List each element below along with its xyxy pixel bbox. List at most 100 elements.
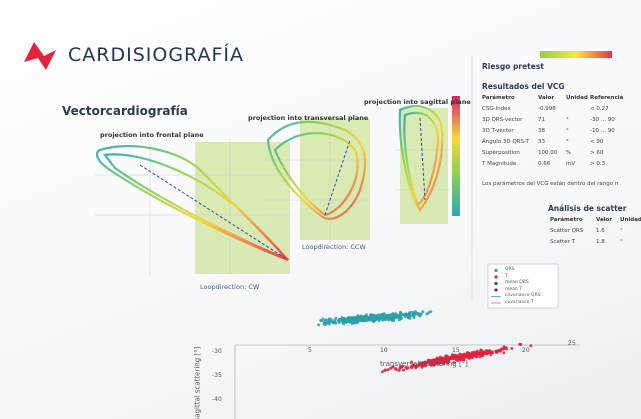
scatter-dot bbox=[510, 346, 514, 350]
scatter-dot bbox=[425, 312, 429, 316]
scatter-dot bbox=[479, 348, 483, 352]
scatter-dot bbox=[429, 363, 433, 367]
scatter-dot bbox=[356, 315, 360, 319]
table-cell: -30 ... 90 bbox=[590, 117, 615, 123]
scatter-dot bbox=[337, 320, 341, 324]
scatter-dot bbox=[497, 349, 501, 353]
table-cell: -0.998 bbox=[538, 106, 556, 112]
scatter-dot bbox=[452, 361, 456, 365]
table-cell: ° bbox=[566, 139, 569, 145]
y-tick-label: -40 bbox=[212, 396, 222, 403]
scatter-dot bbox=[490, 351, 494, 355]
table-cell: < 0.27 bbox=[590, 106, 609, 112]
table-cell: 33 bbox=[538, 139, 545, 145]
scatter-dot bbox=[494, 349, 498, 353]
table-cell: ° bbox=[620, 239, 623, 245]
scatter-dot bbox=[410, 360, 414, 364]
scatter-dot bbox=[327, 322, 331, 326]
scatter-dot bbox=[374, 316, 378, 320]
legend-box bbox=[487, 263, 559, 309]
table-cell: mV bbox=[566, 161, 576, 167]
scatter-dot bbox=[370, 318, 374, 322]
legend-label: mean T bbox=[505, 286, 522, 292]
table-cell: 3D T-vector bbox=[482, 128, 514, 134]
note: Los parámetros del VCG están dentro del … bbox=[482, 181, 619, 187]
scatter-dot bbox=[437, 358, 441, 362]
scatter-dot bbox=[451, 357, 455, 361]
scatter-dot bbox=[505, 347, 509, 351]
y-tick-label: -30 bbox=[212, 348, 222, 355]
scatter-dot bbox=[349, 316, 353, 320]
y-tick-label: -35 bbox=[212, 372, 222, 379]
scatter-dot bbox=[361, 317, 365, 321]
scatter-dot bbox=[386, 368, 390, 372]
scatter-dot bbox=[447, 358, 451, 362]
mean-vectors bbox=[139, 117, 426, 259]
scatter-dot bbox=[383, 368, 387, 372]
table-cell: 100.00 bbox=[538, 150, 558, 156]
scatter-dot bbox=[393, 313, 397, 317]
scatter-dot bbox=[442, 358, 446, 362]
scatter-dot bbox=[529, 344, 533, 348]
x-axis-label: transversal scattering [°] bbox=[380, 360, 468, 368]
scatter-dot bbox=[398, 314, 402, 318]
table-cell: 1.6 bbox=[596, 228, 605, 234]
table-cell: CSG-Index bbox=[482, 106, 511, 112]
scatter-dot bbox=[421, 310, 425, 314]
scatter-dot bbox=[394, 316, 398, 320]
scatter-dot bbox=[501, 347, 505, 351]
scatter-dot bbox=[359, 314, 363, 318]
scatter-dot bbox=[340, 317, 344, 321]
legend-marker bbox=[494, 268, 498, 273]
legend-label: QRS bbox=[505, 267, 515, 272]
scatter-dot bbox=[472, 350, 476, 354]
x-tick-label: 15 bbox=[452, 347, 460, 354]
x-tick-label: 5 bbox=[308, 347, 312, 354]
scatter-dot bbox=[428, 358, 432, 362]
scatter-dot bbox=[397, 318, 401, 322]
scatter-dot bbox=[334, 316, 338, 320]
scatter-frame bbox=[234, 344, 580, 419]
plot-title: projection into frontal plane bbox=[100, 131, 204, 139]
legend-marker bbox=[494, 288, 498, 292]
table-cell: Ángulo 3D QRS-T bbox=[482, 139, 529, 145]
table-cell: Scatter T bbox=[550, 239, 575, 245]
plot-title: projection into sagittal plane bbox=[364, 98, 471, 106]
plot-title: projection into transversal plane bbox=[248, 114, 369, 122]
scatter-dot bbox=[408, 313, 412, 317]
scatter-dot bbox=[471, 354, 475, 358]
vcg-loops bbox=[95, 105, 444, 262]
scatter-dot bbox=[324, 321, 328, 325]
legend-label: covariance T bbox=[505, 299, 534, 305]
scatter-dot bbox=[415, 364, 419, 368]
scatter-dot bbox=[320, 319, 324, 323]
risk-bar bbox=[540, 51, 612, 58]
scatter-dot bbox=[484, 349, 488, 353]
scatter-dot bbox=[344, 320, 348, 324]
table-header: Parámetro bbox=[482, 95, 515, 101]
results-title: Resultados del VCG bbox=[482, 82, 565, 91]
scatter-dot bbox=[405, 366, 409, 370]
loop-direction: Loopdirection: CCW bbox=[302, 243, 366, 251]
plot-area bbox=[300, 118, 370, 240]
scatter-dot bbox=[380, 312, 384, 316]
scatter-dot bbox=[442, 361, 446, 365]
scatter-dot bbox=[317, 323, 321, 327]
section-title: Vectorcardiografía bbox=[62, 104, 188, 118]
loop-direction: Loopdirection: CW bbox=[200, 283, 260, 291]
scatter-dot bbox=[383, 315, 387, 319]
scatter-dot bbox=[333, 320, 337, 324]
y-axis-label: sagittal scattering [°] bbox=[193, 346, 202, 419]
table-header: Valor bbox=[538, 95, 555, 101]
scatter-dot bbox=[459, 358, 463, 362]
scatter-dot bbox=[391, 365, 395, 369]
scatter-dot bbox=[404, 314, 408, 318]
scatter-title: Análisis de scatter bbox=[548, 204, 627, 213]
scatter-dot bbox=[330, 319, 334, 323]
scatter-dot bbox=[502, 345, 506, 349]
scatter-dot bbox=[446, 360, 450, 364]
table-header: Parámetro bbox=[550, 217, 583, 223]
scatter-dot bbox=[475, 349, 479, 353]
legend-label: mean QRS bbox=[505, 280, 529, 285]
scatter-dot bbox=[440, 356, 444, 360]
